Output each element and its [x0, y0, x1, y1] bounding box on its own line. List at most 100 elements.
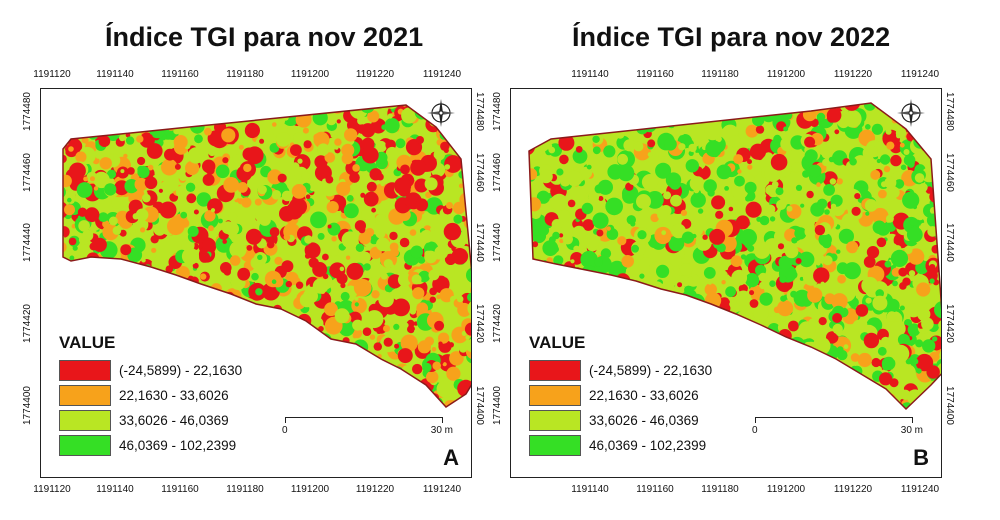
raster-patch: [923, 132, 940, 149]
raster-patch: [384, 118, 400, 134]
raster-patch: [586, 309, 594, 318]
raster-patch: [836, 346, 844, 353]
raster-patch: [376, 173, 384, 181]
raster-patch: [355, 243, 365, 252]
raster-patch: [63, 107, 66, 117]
legend-label: 33,6026 - 46,0369: [589, 412, 699, 428]
raster-patch: [403, 322, 409, 328]
raster-patch: [614, 103, 626, 113]
panel-letter-a: A: [443, 445, 459, 470]
raster-patch: [185, 160, 200, 176]
raster-patch: [723, 327, 728, 332]
raster-patch: [215, 309, 232, 326]
raster-patch: [75, 151, 87, 163]
raster-patch: [269, 227, 280, 237]
raster-patch: [271, 340, 279, 348]
raster-patch: [101, 114, 119, 132]
raster-patch: [564, 272, 582, 290]
raster-patch: [334, 138, 342, 146]
raster-patch: [669, 253, 682, 267]
raster-patch: [128, 271, 141, 283]
raster-patch: [541, 304, 559, 322]
raster-patch: [389, 304, 398, 314]
raster-patch: [331, 164, 340, 173]
raster-patch: [747, 325, 762, 340]
raster-patch: [529, 232, 533, 240]
raster-patch: [465, 335, 470, 340]
raster-patch: [184, 316, 192, 324]
raster-patch: [410, 245, 424, 259]
raster-patch: [542, 240, 559, 256]
raster-patch: [749, 143, 766, 160]
raster-patch: [547, 273, 555, 281]
raster-patch: [380, 181, 386, 187]
raster-patch: [440, 141, 450, 151]
raster-patch: [671, 223, 686, 239]
legend-item: 22,1630 - 33,6026: [529, 384, 712, 406]
y-tick-label: 1774420: [21, 304, 33, 343]
raster-patch: [755, 189, 765, 200]
raster-patch: [564, 273, 578, 288]
raster-patch: [347, 366, 364, 383]
raster-patch: [317, 232, 325, 240]
raster-patch: [242, 302, 249, 309]
raster-patch: [364, 372, 383, 390]
raster-patch: [580, 250, 598, 269]
raster-patch: [549, 236, 556, 244]
raster-patch: [735, 215, 750, 230]
raster-patch: [428, 269, 440, 281]
raster-patch: [124, 105, 137, 111]
raster-patch: [255, 372, 269, 385]
raster-patch: [380, 252, 388, 261]
raster-patch: [685, 159, 699, 173]
raster-patch: [910, 218, 918, 226]
raster-patch: [646, 191, 664, 209]
x-tick-label: 1191180: [701, 484, 739, 495]
raster-patch: [139, 300, 151, 311]
raster-patch: [123, 312, 141, 330]
raster-patch: [383, 337, 393, 347]
raster-patch: [232, 320, 241, 328]
raster-patch: [371, 290, 380, 299]
raster-patch: [668, 235, 685, 252]
raster-patch: [136, 135, 144, 143]
raster-patch: [679, 263, 693, 276]
raster-patch: [387, 113, 393, 119]
raster-patch: [340, 282, 346, 289]
raster-patch: [872, 220, 886, 234]
raster-patch: [720, 404, 734, 409]
raster-patch: [208, 225, 214, 232]
raster-patch: [903, 154, 916, 166]
raster-patch: [890, 321, 906, 337]
raster-patch: [728, 364, 744, 380]
raster-patch: [263, 402, 276, 407]
raster-patch: [596, 229, 604, 237]
raster-patch: [765, 184, 776, 196]
raster-patch: [721, 280, 726, 285]
raster-patch: [817, 374, 825, 382]
raster-patch: [899, 305, 905, 311]
raster-patch: [99, 305, 113, 320]
raster-patch: [161, 105, 177, 110]
raster-patch: [81, 286, 87, 292]
raster-patch: [166, 292, 176, 302]
raster-patch: [431, 347, 437, 352]
raster-patch: [831, 293, 848, 310]
raster-patch: [781, 167, 791, 177]
raster-patch: [916, 282, 931, 297]
raster-patch: [361, 369, 376, 385]
raster-patch: [740, 329, 754, 342]
raster-patch: [150, 310, 166, 326]
raster-patch: [89, 242, 98, 251]
raster-patch: [921, 317, 934, 331]
raster-patch: [681, 231, 695, 244]
raster-patch: [187, 295, 206, 314]
raster-patch: [398, 375, 404, 381]
raster-patch: [936, 194, 941, 210]
raster-patch: [566, 170, 583, 187]
raster-patch: [392, 382, 406, 396]
raster-patch: [877, 346, 887, 356]
raster-patch: [67, 292, 79, 304]
raster-patch: [245, 146, 264, 165]
raster-patch: [763, 390, 770, 396]
